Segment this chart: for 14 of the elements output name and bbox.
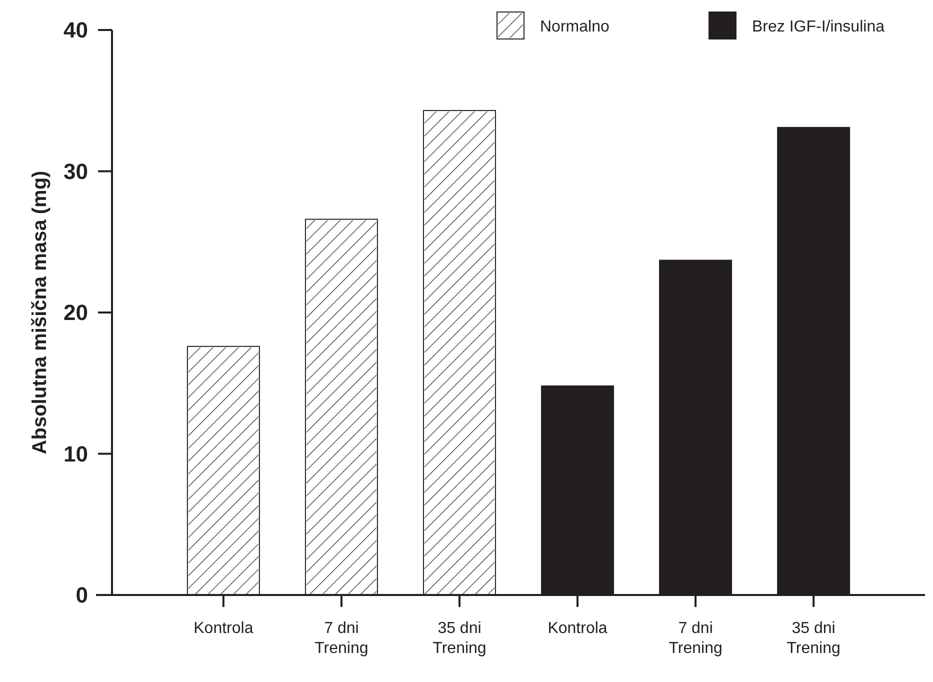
y-axis-title: Absolutna mišična masa (mg) bbox=[29, 170, 51, 454]
y-tick-label: 10 bbox=[64, 441, 88, 466]
y-tick-label: 40 bbox=[64, 18, 88, 43]
x-tick-label: 7 dni Trening bbox=[668, 620, 722, 657]
y-tick-label: 0 bbox=[76, 582, 88, 608]
x-tick-label: Kontrola bbox=[194, 620, 254, 637]
y-tick-label: 30 bbox=[64, 158, 88, 184]
x-tick-label: 7 dni Trening bbox=[314, 620, 368, 657]
legend-label: Brez IGF-I/insulina bbox=[752, 18, 885, 36]
legend-label: Normalno bbox=[540, 18, 610, 36]
x-tick-label: Kontrola bbox=[548, 620, 608, 637]
y-tick-label: 20 bbox=[64, 300, 88, 326]
x-tick-label: 35 dni Trening bbox=[432, 620, 486, 657]
x-tick-label: 35 dni Trening bbox=[786, 620, 840, 657]
